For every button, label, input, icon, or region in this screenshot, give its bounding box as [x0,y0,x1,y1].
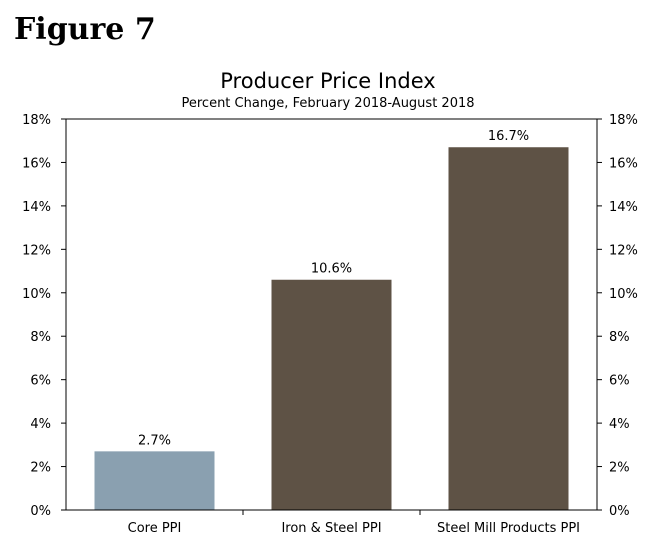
y-tick-label-left-6: 12% [22,243,51,258]
y-tick-label-left-5: 10% [22,287,51,302]
y-tick-label-left-2: 4% [30,417,51,432]
bar-2 [448,147,569,510]
y-tick-label-right-5: 10% [609,287,638,302]
data-label-2: 16.7% [488,129,529,144]
y-tick-label-left-8: 16% [22,156,51,171]
y-tick-label-left-9: 18% [22,113,51,128]
y-tick-label-right-9: 18% [609,113,638,128]
figure-label: Figure 7 [14,12,156,47]
plot-area: 2.7% Core PPI 10.6% Iron & Steel PPI 16.7% St… [22,113,638,536]
y-tick-label-right-2: 4% [609,417,630,432]
y-tick-label-left-1: 2% [30,461,51,476]
y-tick-label-left-0: 0% [30,504,51,519]
y-tick-label-right-4: 8% [609,330,630,345]
y-tick-label-right-0: 0% [609,504,630,519]
y-tick-label-right-7: 14% [609,200,638,215]
category-label-1: Iron & Steel PPI [281,521,381,536]
data-label-1: 10.6% [311,262,352,277]
y-tick-label-right-3: 6% [609,374,630,389]
y-tick-label-right-8: 16% [609,156,638,171]
y-tick-label-left-3: 6% [30,374,51,389]
y-tick-label-right-1: 2% [609,461,630,476]
category-label-2: Steel Mill Products PPI [437,521,580,536]
chart-title: Producer Price Index [220,69,435,93]
y-tick-label-left-4: 8% [30,330,51,345]
chart-subtitle: Percent Change, February 2018-August 201… [181,96,474,111]
y-tick-label-right-6: 12% [609,243,638,258]
y-tick-label-left-7: 14% [22,200,51,215]
bar-0 [94,451,215,510]
data-label-0: 2.7% [138,433,171,448]
category-label-0: Core PPI [128,521,182,536]
bar-1 [271,279,392,510]
